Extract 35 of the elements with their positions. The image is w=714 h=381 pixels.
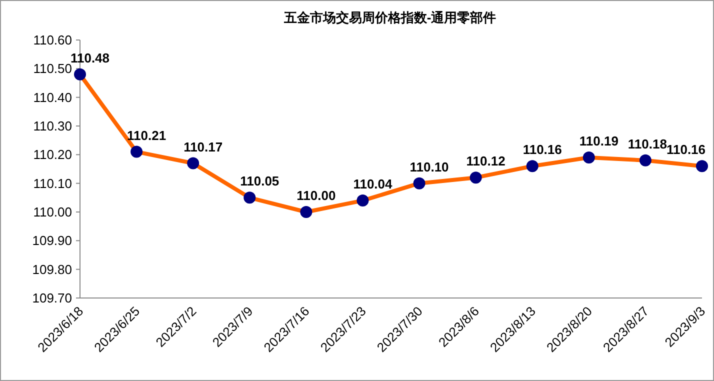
point — [130, 146, 143, 158]
data-label: 110.04 — [353, 176, 394, 192]
y-tick-label: 109.80 — [32, 262, 72, 277]
data-label: 110.19 — [579, 134, 618, 149]
y-tick-label: 109.70 — [32, 290, 72, 306]
point — [244, 192, 256, 204]
point — [696, 160, 708, 172]
point — [526, 160, 538, 172]
data-label: 110.16 — [666, 142, 706, 158]
y-tick-label: 110.50 — [33, 61, 72, 76]
y-tick-label: 110.30 — [33, 118, 72, 134]
point — [74, 68, 86, 80]
point — [413, 177, 426, 190]
data-label: 110.05 — [240, 174, 280, 189]
data-label: 110.16 — [522, 142, 562, 158]
data-label: 110.21 — [127, 128, 166, 143]
point — [582, 152, 595, 164]
data-label: 110.18 — [628, 136, 667, 152]
data-label: 110.10 — [410, 159, 449, 174]
y-tick-label: 110.00 — [33, 204, 72, 220]
data-label: 110.12 — [466, 154, 506, 169]
y-tick-label: 110.40 — [33, 90, 72, 105]
y-tick-label: 109.90 — [32, 233, 72, 248]
y-tick-label: 110.10 — [33, 176, 72, 191]
data-label: 110.17 — [184, 139, 223, 154]
chart-title: 五金市场交易周价格指数-通用零部件 — [282, 10, 496, 25]
point — [356, 194, 369, 207]
point — [187, 157, 200, 170]
y-tick-label: 110.60 — [33, 32, 72, 48]
point — [300, 206, 312, 218]
point — [470, 172, 482, 184]
y-tick-label: 110.20 — [33, 147, 72, 162]
data-label: 110.48 — [70, 50, 110, 66]
data-label: 110.00 — [296, 188, 336, 203]
point — [639, 154, 652, 166]
